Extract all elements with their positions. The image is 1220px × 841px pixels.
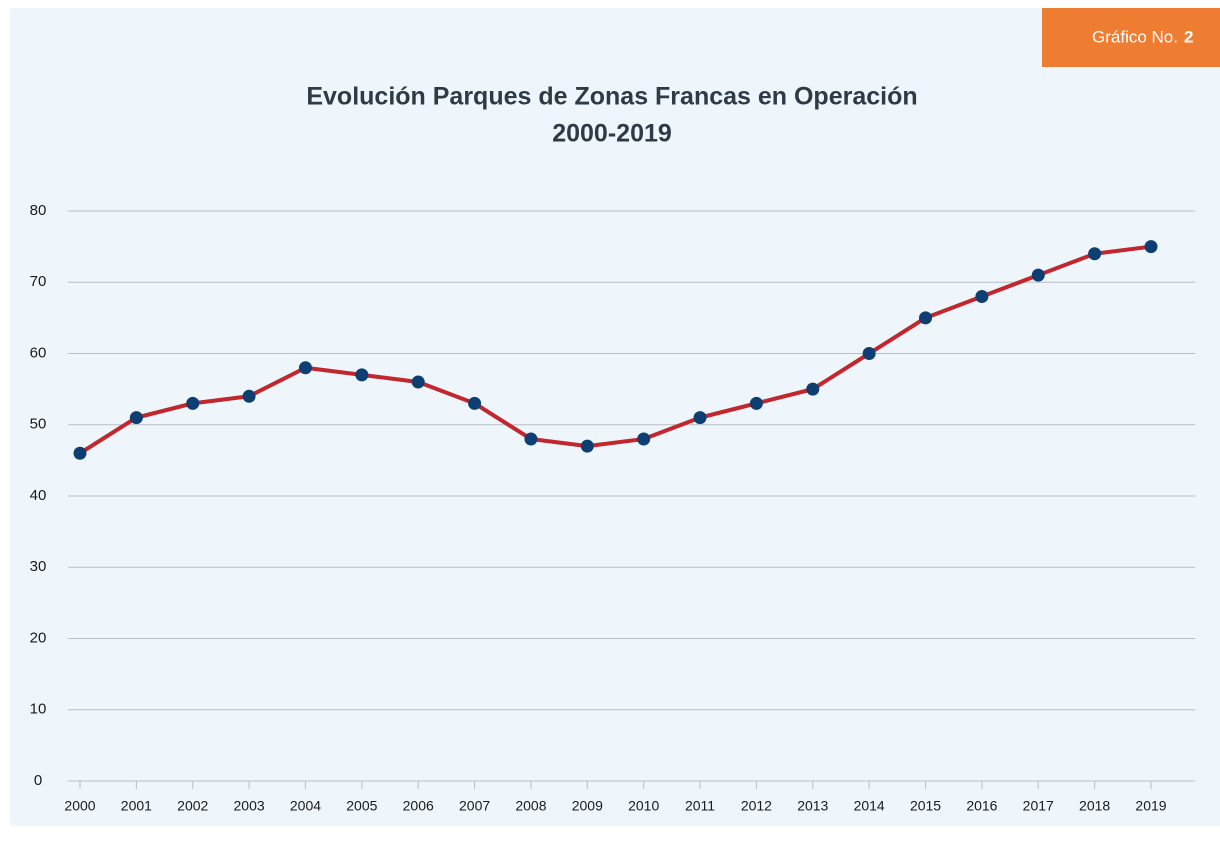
x-tick-label: 2018 (1079, 798, 1110, 814)
marker (693, 411, 707, 425)
marker (298, 361, 312, 375)
x-tick-label: 2013 (797, 798, 828, 814)
marker (975, 290, 989, 303)
marker (129, 411, 143, 425)
y-tick-label: 30 (30, 558, 47, 575)
x-tick-label: 2008 (515, 798, 546, 814)
chart-title: Evolución Parques de Zonas Francas en Op… (306, 83, 917, 111)
marker (580, 439, 594, 453)
x-tick-label: 2011 (685, 798, 715, 814)
y-tick-label: 10 (30, 701, 47, 718)
marker (242, 389, 256, 403)
x-tick-label: 2017 (1023, 798, 1054, 814)
marker (73, 446, 87, 460)
x-tick-label: 2003 (234, 798, 265, 814)
badge-number: 2 (1184, 27, 1193, 46)
marker (468, 396, 482, 410)
x-tick-label: 2000 (64, 798, 95, 814)
x-tick-label: 2019 (1135, 798, 1166, 814)
x-tick-label: 2015 (910, 798, 941, 814)
y-tick-label: 20 (30, 629, 47, 646)
marker (186, 396, 200, 410)
line (78, 244, 1152, 455)
marker (524, 432, 538, 446)
y-tick-label: 70 (30, 273, 47, 290)
marker (411, 375, 425, 389)
x-tick-label: 2007 (459, 798, 490, 814)
marker (862, 347, 876, 360)
x-tick-label: 2016 (966, 798, 997, 814)
marker (1031, 268, 1045, 282)
x-tick-label: 2014 (854, 798, 885, 814)
badge (1042, 8, 1220, 67)
y-tick-label: 0 (34, 772, 42, 789)
marker (1088, 247, 1102, 261)
chart-title: 2000-2019 (552, 120, 672, 148)
x-tick-label: 2005 (346, 798, 377, 814)
y-tick-label: 60 (30, 344, 47, 361)
marker (637, 432, 651, 446)
x-tick-label: 2012 (741, 798, 772, 814)
panel (10, 8, 1220, 826)
x-tick-label: 2002 (177, 798, 208, 814)
marker (1144, 240, 1158, 254)
y-tick-label: 80 (30, 202, 47, 219)
marker (919, 311, 933, 325)
x-tick-label: 2009 (572, 798, 603, 814)
y-tick-label: 50 (30, 416, 47, 433)
marker (749, 396, 763, 410)
y-tick-label: 40 (30, 487, 47, 504)
badge-text: Gráfico No. (1092, 27, 1178, 46)
marker (355, 368, 369, 382)
marker (806, 382, 820, 396)
x-tick-label: 2010 (628, 798, 659, 814)
x-tick-label: 2004 (290, 798, 321, 814)
x-tick-label: 2006 (403, 798, 434, 814)
x-tick-label: 2001 (121, 798, 152, 814)
